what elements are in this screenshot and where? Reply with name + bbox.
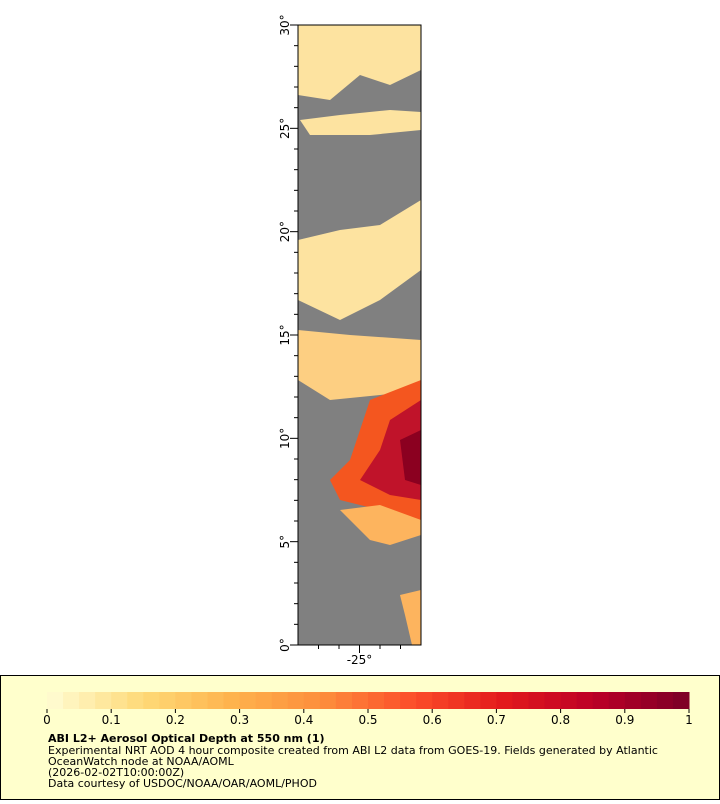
colorbar-tick-label: 0.3 [230, 713, 249, 727]
colorbar-step [480, 692, 497, 709]
colorbar-step [432, 692, 449, 709]
colorbar-step [448, 692, 465, 709]
colorbar-step [127, 692, 144, 709]
colorbar-step [271, 692, 289, 709]
caption-line: (2026-02-02T10:00:00Z) [48, 766, 184, 779]
x-tick-label: -25° [347, 653, 373, 667]
colorbar-tick-label: 0.8 [551, 713, 570, 727]
colorbar-step [159, 692, 176, 709]
y-tick-label: 0° [278, 638, 292, 652]
colorbar-step [335, 692, 353, 709]
colorbar-step [384, 692, 401, 709]
colorbar-tick-label: 0.6 [423, 713, 442, 727]
y-tick-label: 5° [278, 535, 292, 549]
caption-line: Data courtesy of USDOC/NOAA/OAR/AOML/PHO… [48, 777, 317, 790]
colorbar-step [255, 692, 273, 709]
colorbar-step [175, 692, 192, 709]
colorbar-step [496, 692, 513, 709]
colorbar-step [63, 692, 80, 709]
colorbar-step [512, 692, 529, 709]
colorbar-tick-label: 0 [43, 713, 51, 727]
colorbar-step [640, 692, 658, 709]
colorbar-tick-label: 0.2 [166, 713, 185, 727]
colorbar-tick-label: 0.1 [102, 713, 121, 727]
colorbar-step [400, 692, 417, 709]
colorbar-step [143, 692, 160, 709]
colorbar-step [303, 692, 321, 709]
colorbar-step [191, 692, 208, 709]
colorbar-step [464, 692, 481, 709]
colorbar-tick-label: 1 [685, 713, 693, 727]
colorbar-step [95, 692, 112, 709]
colorbar-step [528, 692, 546, 709]
colorbar-step [576, 692, 594, 709]
colorbar-step [608, 692, 626, 709]
colorbar-step [672, 692, 690, 709]
colorbar-step [624, 692, 642, 709]
caption-line: OceanWatch node at NOAA/AOML [48, 755, 235, 768]
colorbar-step [239, 692, 257, 709]
colorbar-step [368, 692, 385, 709]
colorbar-step [544, 692, 562, 709]
y-tick-label: 15° [278, 324, 292, 345]
y-tick-label: 10° [278, 428, 292, 449]
colorbar-tick-label: 0.5 [358, 713, 377, 727]
colorbar-tick-label: 0.7 [487, 713, 506, 727]
colorbar-step [47, 692, 64, 709]
map-field [298, 25, 421, 645]
colorbar-step [287, 692, 305, 709]
colorbar-step [207, 692, 225, 709]
caption-title: ABI L2+ Aerosol Optical Depth at 550 nm … [48, 732, 325, 745]
caption-line: Experimental NRT AOD 4 hour composite cr… [48, 744, 658, 757]
colorbar-step [656, 692, 674, 709]
colorbar-step [79, 692, 96, 709]
colorbar-step [560, 692, 578, 709]
colorbar-step [223, 692, 241, 709]
colorbar-step [111, 692, 128, 709]
colorbar-step [416, 692, 433, 709]
y-tick-label: 30° [278, 14, 292, 35]
y-tick-label: 25° [278, 118, 292, 139]
colorbar-step [592, 692, 610, 709]
y-tick-label: 20° [278, 221, 292, 242]
colorbar-step [351, 692, 369, 709]
colorbar-tick-label: 0.9 [615, 713, 634, 727]
colorbar-tick-label: 0.4 [294, 713, 313, 727]
colorbar-step [319, 692, 337, 709]
